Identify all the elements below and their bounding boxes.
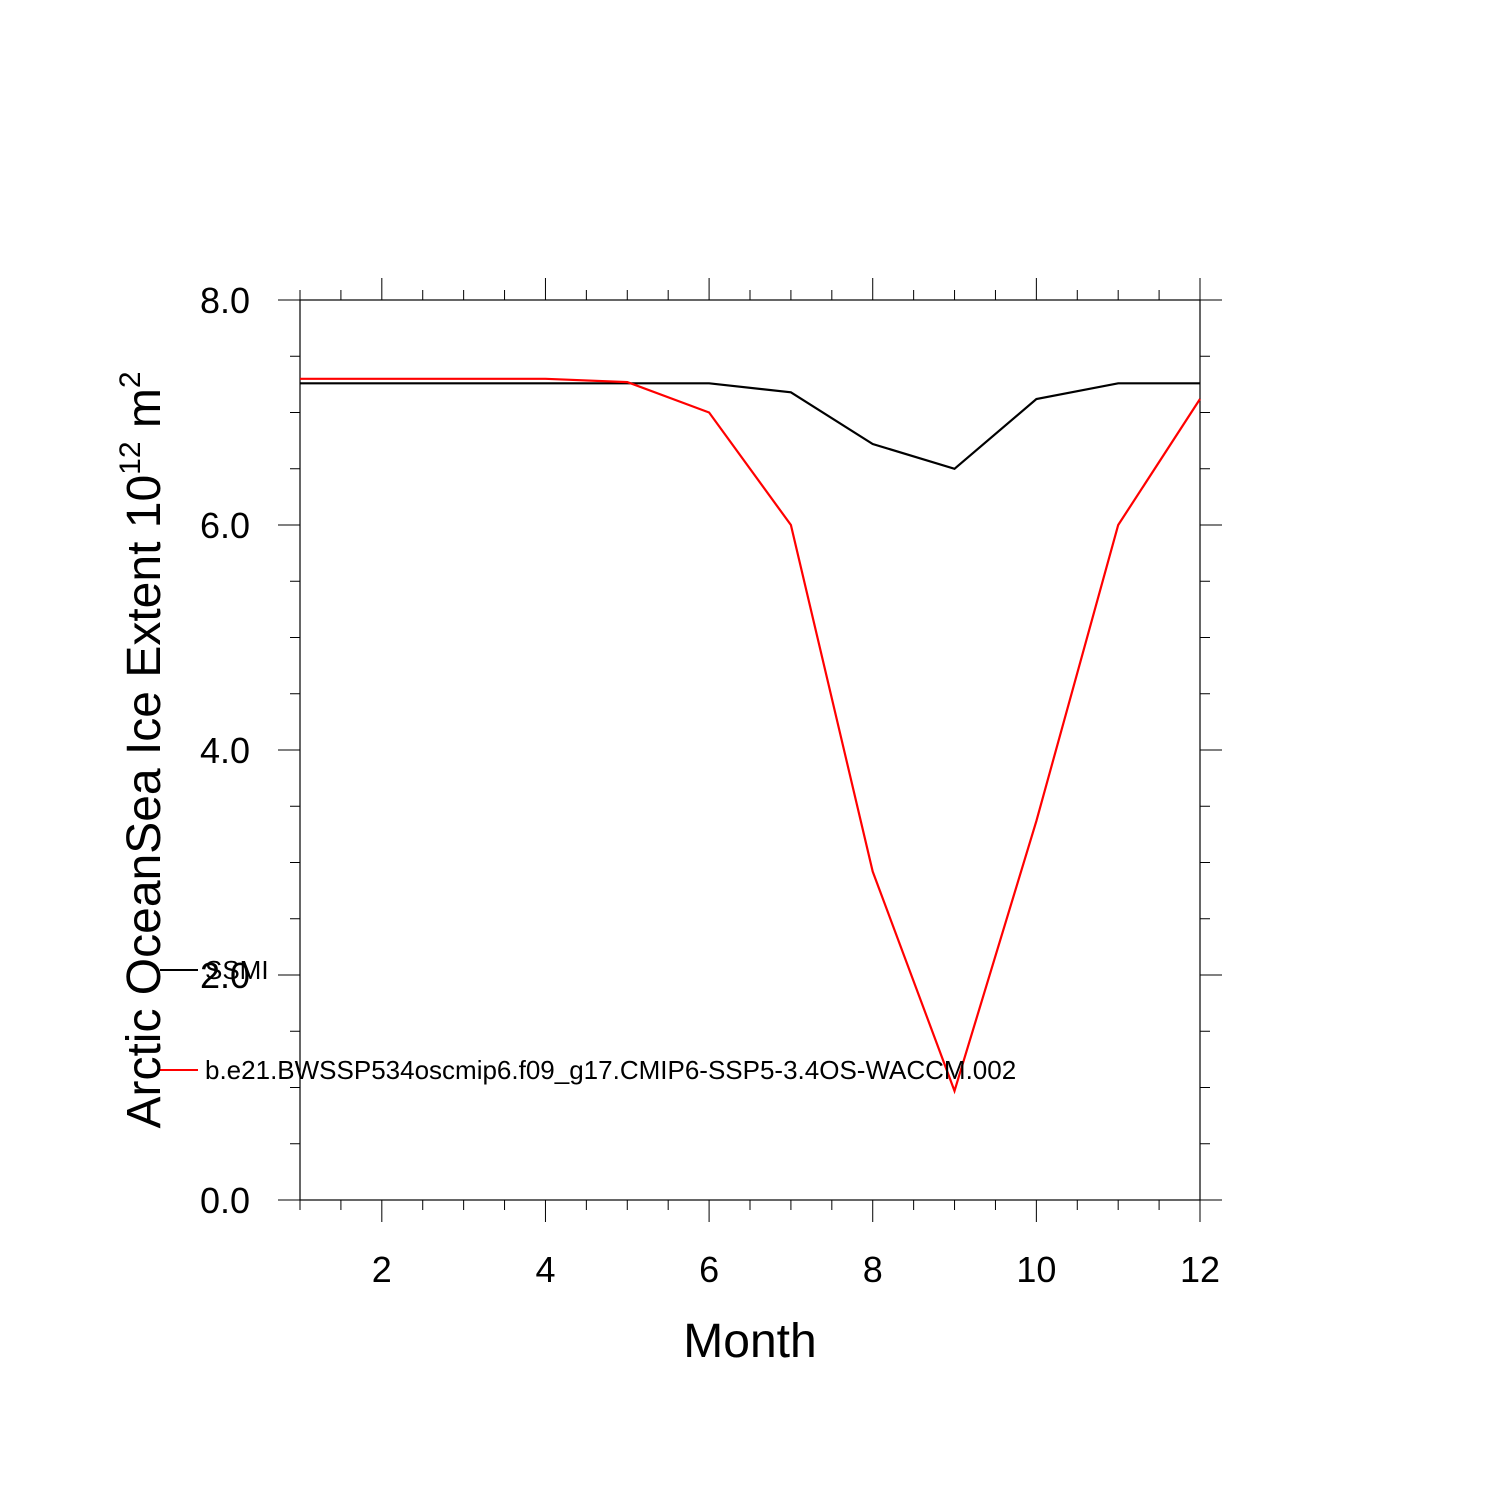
y-axis-title: Arctic OceanSea Ice Extent 1012 m2 — [114, 371, 171, 1128]
y-axis-title-main: Arctic OceanSea Ice Extent 10 — [118, 475, 171, 1129]
series-line-0 — [300, 382, 1200, 471]
y-tick-label: 8.0 — [200, 280, 250, 321]
y-tick-label: 4.0 — [200, 730, 250, 771]
x-tick-label: 2 — [372, 1249, 392, 1290]
series-lines — [300, 377, 1201, 1095]
legend: SSMI b.e21.BWSSP534oscmip6.f09_g17.CMIP6-… — [160, 955, 1016, 1085]
x-axis-title: Month — [683, 1315, 816, 1368]
x-tick-label: 4 — [535, 1249, 555, 1290]
y-tick-label: 2.0 — [200, 955, 250, 996]
x-tick-label: 12 — [1180, 1249, 1220, 1290]
x-tick-label: 10 — [1016, 1249, 1056, 1290]
y-axis-title-exponent: 12 — [114, 441, 147, 474]
axis-tick-labels: 2 4 6 8 10 12 0.0 2.0 4.0 6.0 8.0 — [200, 280, 1220, 1290]
x-tick-label: 6 — [699, 1249, 719, 1290]
legend-label: SSMI — [205, 955, 269, 985]
y-tick-label: 0.0 — [200, 1180, 250, 1221]
series-line-1 — [300, 377, 1201, 1095]
axis-ticks — [278, 278, 1222, 1222]
y-axis-title-unit-exponent: 2 — [114, 371, 147, 388]
x-tick-label: 8 — [863, 1249, 883, 1290]
y-axis-title-unit: m — [118, 388, 171, 441]
legend-label: b.e21.BWSSP534oscmip6.f09_g17.CMIP6-SSP5… — [205, 1055, 1016, 1085]
y-tick-label: 6.0 — [200, 505, 250, 546]
